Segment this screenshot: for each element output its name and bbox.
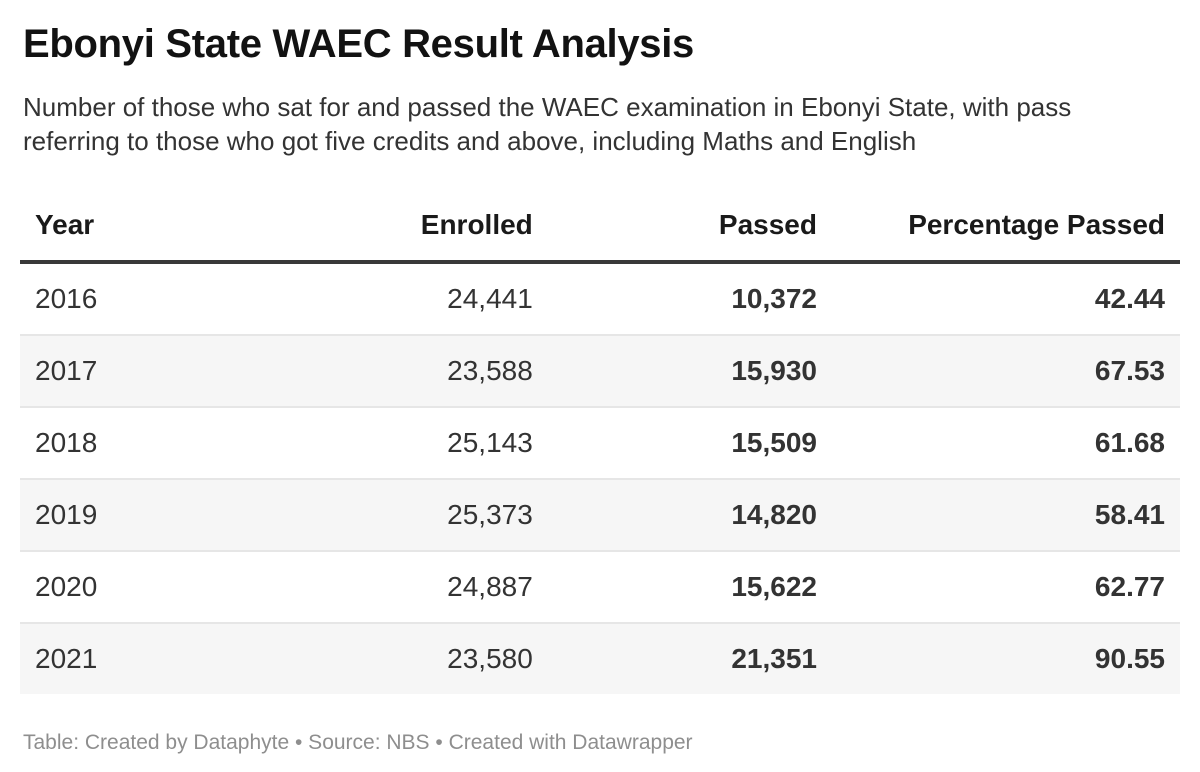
cell-enrolled: 25,373 xyxy=(447,499,533,530)
cell-passed: 10,372 xyxy=(731,283,817,314)
cell-enrolled: 24,887 xyxy=(447,571,533,602)
chart-subtitle: Number of those who sat for and passed t… xyxy=(23,92,1072,156)
column-header-year: Year xyxy=(20,196,299,264)
table-row: 2018 25,143 15,509 61.68 xyxy=(20,407,1180,479)
cell-passed: 21,351 xyxy=(731,643,817,674)
table-row: 2019 25,373 14,820 58.41 xyxy=(20,479,1180,551)
header-row: Year Enrolled Passed Percentage Passed xyxy=(20,196,1180,264)
cell-year: 2017 xyxy=(35,355,98,386)
column-header-percentage-passed: Percentage Passed xyxy=(831,196,1180,264)
table-row: 2016 24,441 10,372 42.44 xyxy=(20,262,1180,335)
cell-percentage-passed: 67.53 xyxy=(1094,355,1165,386)
data-table: Year Enrolled Passed Percentage Passed 2… xyxy=(20,196,1180,694)
cell-percentage-passed: 58.41 xyxy=(1094,499,1165,530)
cell-enrolled: 24,441 xyxy=(447,283,533,314)
cell-passed: 15,930 xyxy=(731,355,817,386)
cell-year: 2019 xyxy=(35,499,98,530)
table-body: 2016 24,441 10,372 42.44 2017 23,588 15,930 67.… xyxy=(20,262,1180,694)
cell-enrolled: 25,143 xyxy=(447,427,533,458)
cell-percentage-passed: 62.77 xyxy=(1094,571,1165,602)
cell-percentage-passed: 90.55 xyxy=(1094,643,1165,674)
table-footer-credit: Table: Created by Dataphyte • Source: NB… xyxy=(23,731,693,754)
cell-passed: 14,820 xyxy=(731,499,817,530)
cell-year: 2018 xyxy=(35,427,98,458)
cell-year: 2016 xyxy=(35,283,98,314)
table-header: Year Enrolled Passed Percentage Passed xyxy=(20,196,1180,264)
cell-percentage-passed: 42.44 xyxy=(1094,283,1165,314)
cell-passed: 15,509 xyxy=(731,427,817,458)
cell-year: 2020 xyxy=(35,571,98,602)
column-header-enrolled: Enrolled xyxy=(298,196,548,264)
table-row: 2017 23,588 15,930 67.53 xyxy=(20,335,1180,407)
cell-enrolled: 23,580 xyxy=(447,643,533,674)
cell-percentage-passed: 61.68 xyxy=(1094,427,1165,458)
table-row: 2021 23,580 21,351 90.55 xyxy=(20,623,1180,694)
table-row: 2020 24,887 15,622 62.77 xyxy=(20,551,1180,623)
cell-passed: 15,622 xyxy=(731,571,817,602)
cell-year: 2021 xyxy=(35,643,98,674)
chart-title: Ebonyi State WAEC Result Analysis xyxy=(23,22,694,66)
column-header-passed: Passed xyxy=(547,196,832,264)
cell-enrolled: 23,588 xyxy=(447,355,533,386)
